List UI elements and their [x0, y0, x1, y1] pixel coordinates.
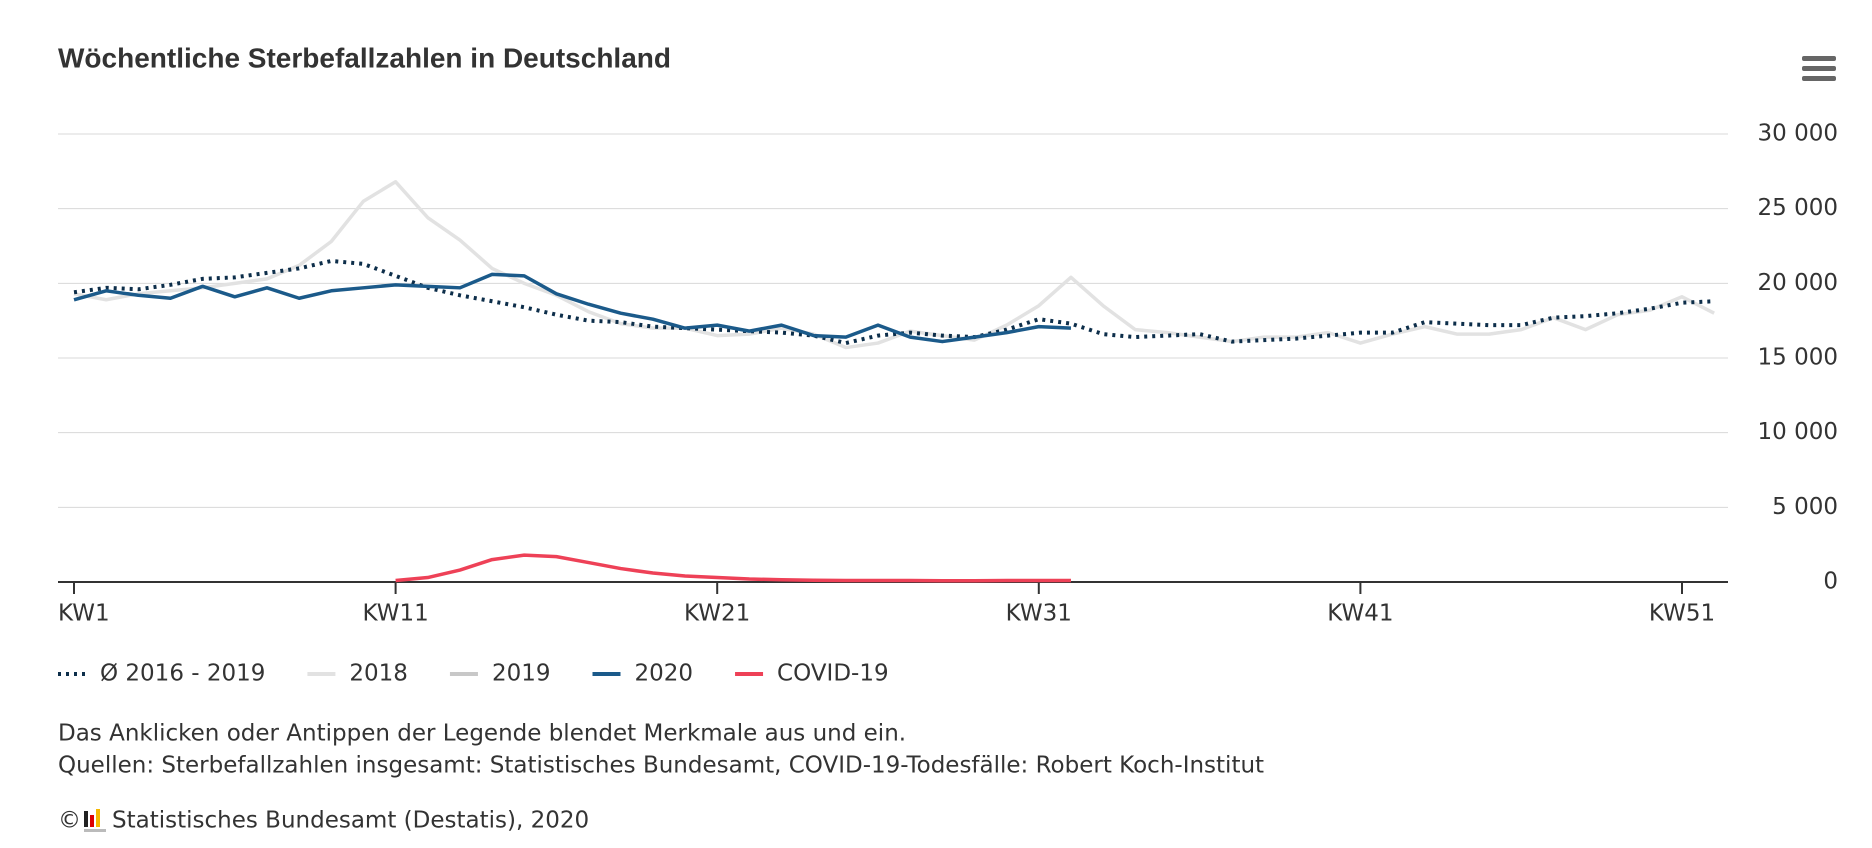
- menu-button[interactable]: [1802, 56, 1836, 81]
- legend-label: 2019: [492, 661, 551, 687]
- y-tick-label: 0: [1823, 569, 1838, 595]
- legend-label: Ø 2016 - 2019: [100, 661, 265, 687]
- y-tick-label: 10 000: [1758, 419, 1838, 445]
- legend-item[interactable]: 2018: [307, 661, 408, 687]
- x-tick-label: KW51: [1649, 601, 1715, 627]
- y-tick-label: 25 000: [1758, 195, 1838, 221]
- series-line: [73, 180, 1715, 350]
- x-tick-label: KW1: [58, 601, 110, 627]
- x-tick-label: KW31: [1006, 601, 1072, 627]
- note: Quellen: Sterbefallzahlen insgesamt: Sta…: [58, 753, 1264, 779]
- menu-bar: [1802, 66, 1836, 71]
- series-line: [73, 272, 1072, 344]
- y-tick-label: 20 000: [1758, 270, 1838, 296]
- x-tick-label: KW21: [684, 601, 750, 627]
- legend-label: COVID-19: [777, 661, 889, 687]
- note: Das Anklicken oder Antippen der Legende …: [58, 721, 906, 747]
- menu-bar: [1802, 76, 1836, 81]
- x-tick-label: KW11: [362, 601, 428, 627]
- legend-label: 2020: [635, 661, 694, 687]
- y-tick-label: 30 000: [1758, 121, 1838, 147]
- menu-bar: [1802, 56, 1836, 61]
- logo: [84, 809, 106, 832]
- legend-item[interactable]: Ø 2016 - 2019: [58, 661, 265, 687]
- legend-label: 2018: [349, 661, 408, 687]
- legend-item[interactable]: 2020: [592, 661, 694, 687]
- series-line: [73, 258, 1715, 346]
- copyright: ©: [58, 808, 81, 834]
- y-tick-label: 15 000: [1758, 345, 1838, 371]
- series-line: [395, 553, 1071, 583]
- credit: Statistisches Bundesamt (Destatis), 2020: [112, 808, 589, 834]
- y-tick-label: 5 000: [1772, 494, 1838, 520]
- chart-title: Wöchentliche Sterbefallzahlen in Deutsch…: [58, 42, 671, 73]
- x-tick-label: KW41: [1327, 601, 1393, 627]
- legend-item[interactable]: COVID-19: [735, 661, 889, 687]
- legend-item[interactable]: 2019: [449, 661, 551, 687]
